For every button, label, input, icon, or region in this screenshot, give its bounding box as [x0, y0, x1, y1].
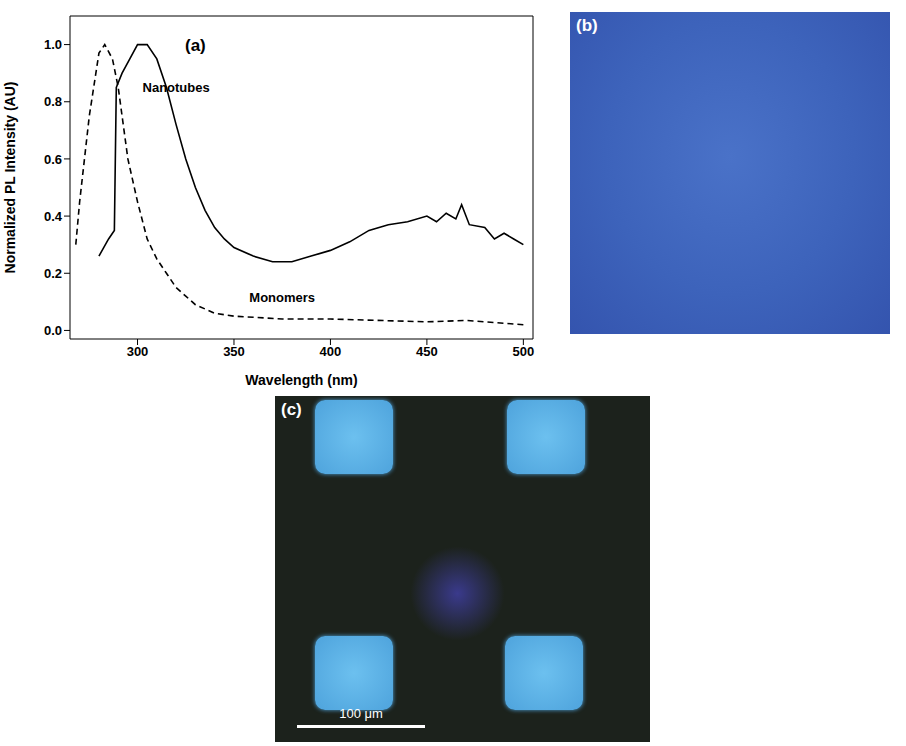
svg-text:(a): (a) [185, 36, 206, 55]
svg-text:400: 400 [320, 344, 342, 359]
svg-text:0.8: 0.8 [44, 94, 62, 109]
svg-text:500: 500 [513, 344, 535, 359]
html-text:(c): (c) [281, 400, 302, 419]
svg-text:0.4: 0.4 [44, 209, 63, 224]
svg-text:Wavelength (nm): Wavelength (nm) [245, 372, 357, 388]
svg-text:0.6: 0.6 [44, 152, 62, 167]
svg-text:Nanotubes: Nanotubes [143, 80, 210, 95]
svg-text:Monomers: Monomers [249, 290, 315, 305]
svg-text:0.2: 0.2 [44, 266, 62, 281]
html-text:100 μm: 100 μm [339, 706, 383, 721]
svg-text:Normalized PL Intensity (AU): Normalized PL Intensity (AU) [2, 82, 18, 274]
svg-text:300: 300 [127, 344, 149, 359]
svg-text:450: 450 [416, 344, 438, 359]
svg-text:350: 350 [223, 344, 245, 359]
html-text:(b): (b) [576, 16, 598, 35]
svg-text:1.0: 1.0 [44, 37, 62, 52]
svg-text:0.0: 0.0 [44, 323, 62, 338]
